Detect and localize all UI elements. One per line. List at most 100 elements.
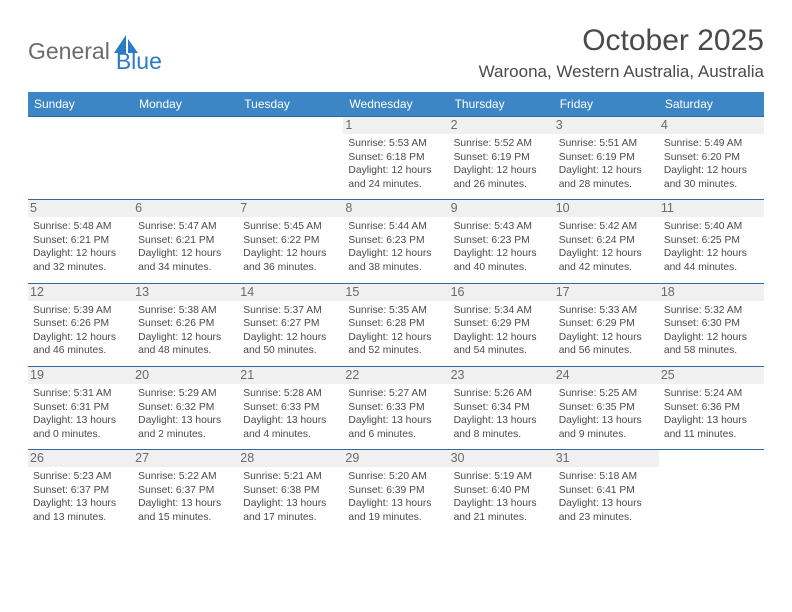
day-info: Sunrise: 5:37 AMSunset: 6:27 PMDaylight:… xyxy=(243,304,338,358)
day-info: Sunrise: 5:52 AMSunset: 6:19 PMDaylight:… xyxy=(454,137,549,191)
calendar-day-cell: 30 Sunrise: 5:19 AMSunset: 6:40 PMDayligh… xyxy=(449,450,554,533)
day-info: Sunrise: 5:31 AMSunset: 6:31 PMDaylight:… xyxy=(33,387,128,441)
location: Waroona, Western Australia, Australia xyxy=(479,62,764,82)
day-number: 22 xyxy=(343,367,448,384)
calendar-day-cell: 14 Sunrise: 5:37 AMSunset: 6:27 PMDayligh… xyxy=(238,283,343,366)
day-of-week-header: Thursday xyxy=(449,92,554,117)
day-of-week-header: Sunday xyxy=(28,92,133,117)
day-number: 14 xyxy=(238,284,343,301)
day-info: Sunrise: 5:32 AMSunset: 6:30 PMDaylight:… xyxy=(664,304,759,358)
calendar-day-cell: 1 Sunrise: 5:53 AMSunset: 6:18 PMDaylight… xyxy=(343,117,448,200)
calendar-day-cell: 28 Sunrise: 5:21 AMSunset: 6:38 PMDayligh… xyxy=(238,450,343,533)
day-info: Sunrise: 5:51 AMSunset: 6:19 PMDaylight:… xyxy=(559,137,654,191)
day-of-week-header: Friday xyxy=(554,92,659,117)
day-info: Sunrise: 5:28 AMSunset: 6:33 PMDaylight:… xyxy=(243,387,338,441)
day-number: 5 xyxy=(28,200,133,217)
calendar-week-row: 26 Sunrise: 5:23 AMSunset: 6:37 PMDayligh… xyxy=(28,450,764,533)
day-number: 26 xyxy=(28,450,133,467)
day-info: Sunrise: 5:44 AMSunset: 6:23 PMDaylight:… xyxy=(348,220,443,274)
calendar-day-cell: 31Sunrise: 5:18 AMSunset: 6:41 PMDayligh… xyxy=(554,450,659,533)
calendar-day-cell: 2 Sunrise: 5:52 AMSunset: 6:19 PMDaylight… xyxy=(449,117,554,200)
calendar-day-cell: 17Sunrise: 5:33 AMSunset: 6:29 PMDayligh… xyxy=(554,283,659,366)
day-of-week-header: Monday xyxy=(133,92,238,117)
day-number: 25 xyxy=(659,367,764,384)
calendar-table: SundayMondayTuesdayWednesdayThursdayFrid… xyxy=(28,92,764,533)
day-of-week-row: SundayMondayTuesdayWednesdayThursdayFrid… xyxy=(28,92,764,117)
day-number: 30 xyxy=(449,450,554,467)
calendar-day-cell: 7 Sunrise: 5:45 AMSunset: 6:22 PMDaylight… xyxy=(238,200,343,283)
calendar-day-cell: 20Sunrise: 5:29 AMSunset: 6:32 PMDayligh… xyxy=(133,366,238,449)
calendar-day-cell xyxy=(238,117,343,200)
calendar-day-cell: 5 Sunrise: 5:48 AMSunset: 6:21 PMDaylight… xyxy=(28,200,133,283)
calendar-day-cell: 12Sunrise: 5:39 AMSunset: 6:26 PMDayligh… xyxy=(28,283,133,366)
day-number: 21 xyxy=(238,367,343,384)
calendar-week-row: 12Sunrise: 5:39 AMSunset: 6:26 PMDayligh… xyxy=(28,283,764,366)
calendar-day-cell: 22 Sunrise: 5:27 AMSunset: 6:33 PMDayligh… xyxy=(343,366,448,449)
title-block: October 2025 Waroona, Western Australia,… xyxy=(479,24,764,82)
day-number: 23 xyxy=(449,367,554,384)
day-info: Sunrise: 5:23 AMSunset: 6:37 PMDaylight:… xyxy=(33,470,128,524)
calendar-day-cell: 21 Sunrise: 5:28 AMSunset: 6:33 PMDayligh… xyxy=(238,366,343,449)
day-info: Sunrise: 5:49 AMSunset: 6:20 PMDaylight:… xyxy=(664,137,759,191)
day-number: 9 xyxy=(449,200,554,217)
day-info: Sunrise: 5:24 AMSunset: 6:36 PMDaylight:… xyxy=(664,387,759,441)
calendar-day-cell: 6Sunrise: 5:47 AMSunset: 6:21 PMDaylight… xyxy=(133,200,238,283)
calendar-week-row: 5 Sunrise: 5:48 AMSunset: 6:21 PMDaylight… xyxy=(28,200,764,283)
day-info: Sunrise: 5:43 AMSunset: 6:23 PMDaylight:… xyxy=(454,220,549,274)
day-number: 12 xyxy=(28,284,133,301)
day-info: Sunrise: 5:27 AMSunset: 6:33 PMDaylight:… xyxy=(348,387,443,441)
day-of-week-header: Wednesday xyxy=(343,92,448,117)
day-number: 27 xyxy=(133,450,238,467)
calendar-day-cell: 10 Sunrise: 5:42 AMSunset: 6:24 PMDayligh… xyxy=(554,200,659,283)
calendar-day-cell: 18 Sunrise: 5:32 AMSunset: 6:30 PMDayligh… xyxy=(659,283,764,366)
day-info: Sunrise: 5:53 AMSunset: 6:18 PMDaylight:… xyxy=(348,137,443,191)
day-number: 24 xyxy=(554,367,659,384)
day-number: 18 xyxy=(659,284,764,301)
calendar-day-cell: 26 Sunrise: 5:23 AMSunset: 6:37 PMDayligh… xyxy=(28,450,133,533)
calendar-day-cell: 8 Sunrise: 5:44 AMSunset: 6:23 PMDaylight… xyxy=(343,200,448,283)
day-number: 8 xyxy=(343,200,448,217)
day-of-week-header: Tuesday xyxy=(238,92,343,117)
header: General Blue October 2025 Waroona, Weste… xyxy=(28,24,764,82)
day-number: 13 xyxy=(133,284,238,301)
day-info: Sunrise: 5:45 AMSunset: 6:22 PMDaylight:… xyxy=(243,220,338,274)
day-info: Sunrise: 5:22 AMSunset: 6:37 PMDaylight:… xyxy=(138,470,233,524)
calendar-day-cell xyxy=(28,117,133,200)
day-info: Sunrise: 5:40 AMSunset: 6:25 PMDaylight:… xyxy=(664,220,759,274)
day-info: Sunrise: 5:48 AMSunset: 6:21 PMDaylight:… xyxy=(33,220,128,274)
calendar-day-cell: 19 Sunrise: 5:31 AMSunset: 6:31 PMDayligh… xyxy=(28,366,133,449)
day-number: 19 xyxy=(28,367,133,384)
month-title: October 2025 xyxy=(479,24,764,58)
day-info: Sunrise: 5:26 AMSunset: 6:34 PMDaylight:… xyxy=(454,387,549,441)
day-info: Sunrise: 5:38 AMSunset: 6:26 PMDaylight:… xyxy=(138,304,233,358)
day-number: 1 xyxy=(343,117,448,134)
day-info: Sunrise: 5:33 AMSunset: 6:29 PMDaylight:… xyxy=(559,304,654,358)
calendar-week-row: 1 Sunrise: 5:53 AMSunset: 6:18 PMDaylight… xyxy=(28,117,764,200)
calendar-day-cell xyxy=(133,117,238,200)
day-info: Sunrise: 5:42 AMSunset: 6:24 PMDaylight:… xyxy=(559,220,654,274)
calendar-day-cell: 13 Sunrise: 5:38 AMSunset: 6:26 PMDayligh… xyxy=(133,283,238,366)
calendar-day-cell: 29Sunrise: 5:20 AMSunset: 6:39 PMDayligh… xyxy=(343,450,448,533)
calendar-day-cell: 3Sunrise: 5:51 AMSunset: 6:19 PMDaylight… xyxy=(554,117,659,200)
calendar-day-cell: 25 Sunrise: 5:24 AMSunset: 6:36 PMDayligh… xyxy=(659,366,764,449)
calendar-day-cell: 9 Sunrise: 5:43 AMSunset: 6:23 PMDaylight… xyxy=(449,200,554,283)
day-number: 28 xyxy=(238,450,343,467)
day-info: Sunrise: 5:20 AMSunset: 6:39 PMDaylight:… xyxy=(348,470,443,524)
calendar-day-cell: 24 Sunrise: 5:25 AMSunset: 6:35 PMDayligh… xyxy=(554,366,659,449)
day-number: 2 xyxy=(449,117,554,134)
day-info: Sunrise: 5:34 AMSunset: 6:29 PMDaylight:… xyxy=(454,304,549,358)
day-number: 7 xyxy=(238,200,343,217)
day-info: Sunrise: 5:35 AMSunset: 6:28 PMDaylight:… xyxy=(348,304,443,358)
day-info: Sunrise: 5:21 AMSunset: 6:38 PMDaylight:… xyxy=(243,470,338,524)
day-number: 15 xyxy=(343,284,448,301)
calendar-day-cell: 16Sunrise: 5:34 AMSunset: 6:29 PMDayligh… xyxy=(449,283,554,366)
day-number: 4 xyxy=(659,117,764,134)
calendar-day-cell: 23 Sunrise: 5:26 AMSunset: 6:34 PMDayligh… xyxy=(449,366,554,449)
day-number: 10 xyxy=(554,200,659,217)
day-info: Sunrise: 5:19 AMSunset: 6:40 PMDaylight:… xyxy=(454,470,549,524)
logo: General Blue xyxy=(28,28,162,75)
day-info: Sunrise: 5:25 AMSunset: 6:35 PMDaylight:… xyxy=(559,387,654,441)
day-info: Sunrise: 5:29 AMSunset: 6:32 PMDaylight:… xyxy=(138,387,233,441)
calendar-week-row: 19 Sunrise: 5:31 AMSunset: 6:31 PMDayligh… xyxy=(28,366,764,449)
day-number: 11 xyxy=(659,200,764,217)
